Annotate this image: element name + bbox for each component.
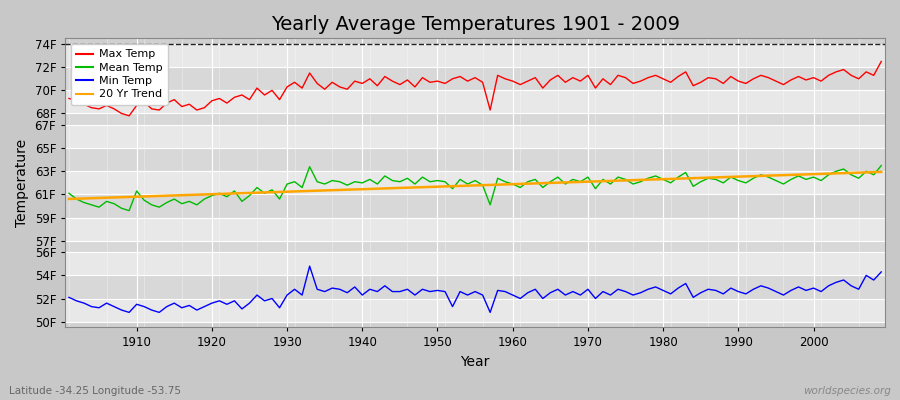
Legend: Max Temp, Mean Temp, Min Temp, 20 Yr Trend: Max Temp, Mean Temp, Min Temp, 20 Yr Tre… xyxy=(71,44,167,105)
Bar xyxy=(65,125,885,148)
X-axis label: Year: Year xyxy=(461,355,490,369)
Bar xyxy=(65,90,885,114)
Bar xyxy=(65,44,885,67)
Text: Latitude -34.25 Longitude -53.75: Latitude -34.25 Longitude -53.75 xyxy=(9,386,181,396)
Bar xyxy=(65,218,885,241)
Bar xyxy=(65,194,885,218)
Bar xyxy=(65,67,885,90)
Bar xyxy=(65,252,885,275)
Y-axis label: Temperature: Temperature xyxy=(15,139,29,227)
Bar xyxy=(65,241,885,252)
Bar xyxy=(65,298,885,322)
Bar xyxy=(65,171,885,194)
Bar xyxy=(65,275,885,298)
Title: Yearly Average Temperatures 1901 - 2009: Yearly Average Temperatures 1901 - 2009 xyxy=(271,15,680,34)
Text: worldspecies.org: worldspecies.org xyxy=(803,386,891,396)
Bar xyxy=(65,114,885,125)
Bar xyxy=(65,148,885,171)
